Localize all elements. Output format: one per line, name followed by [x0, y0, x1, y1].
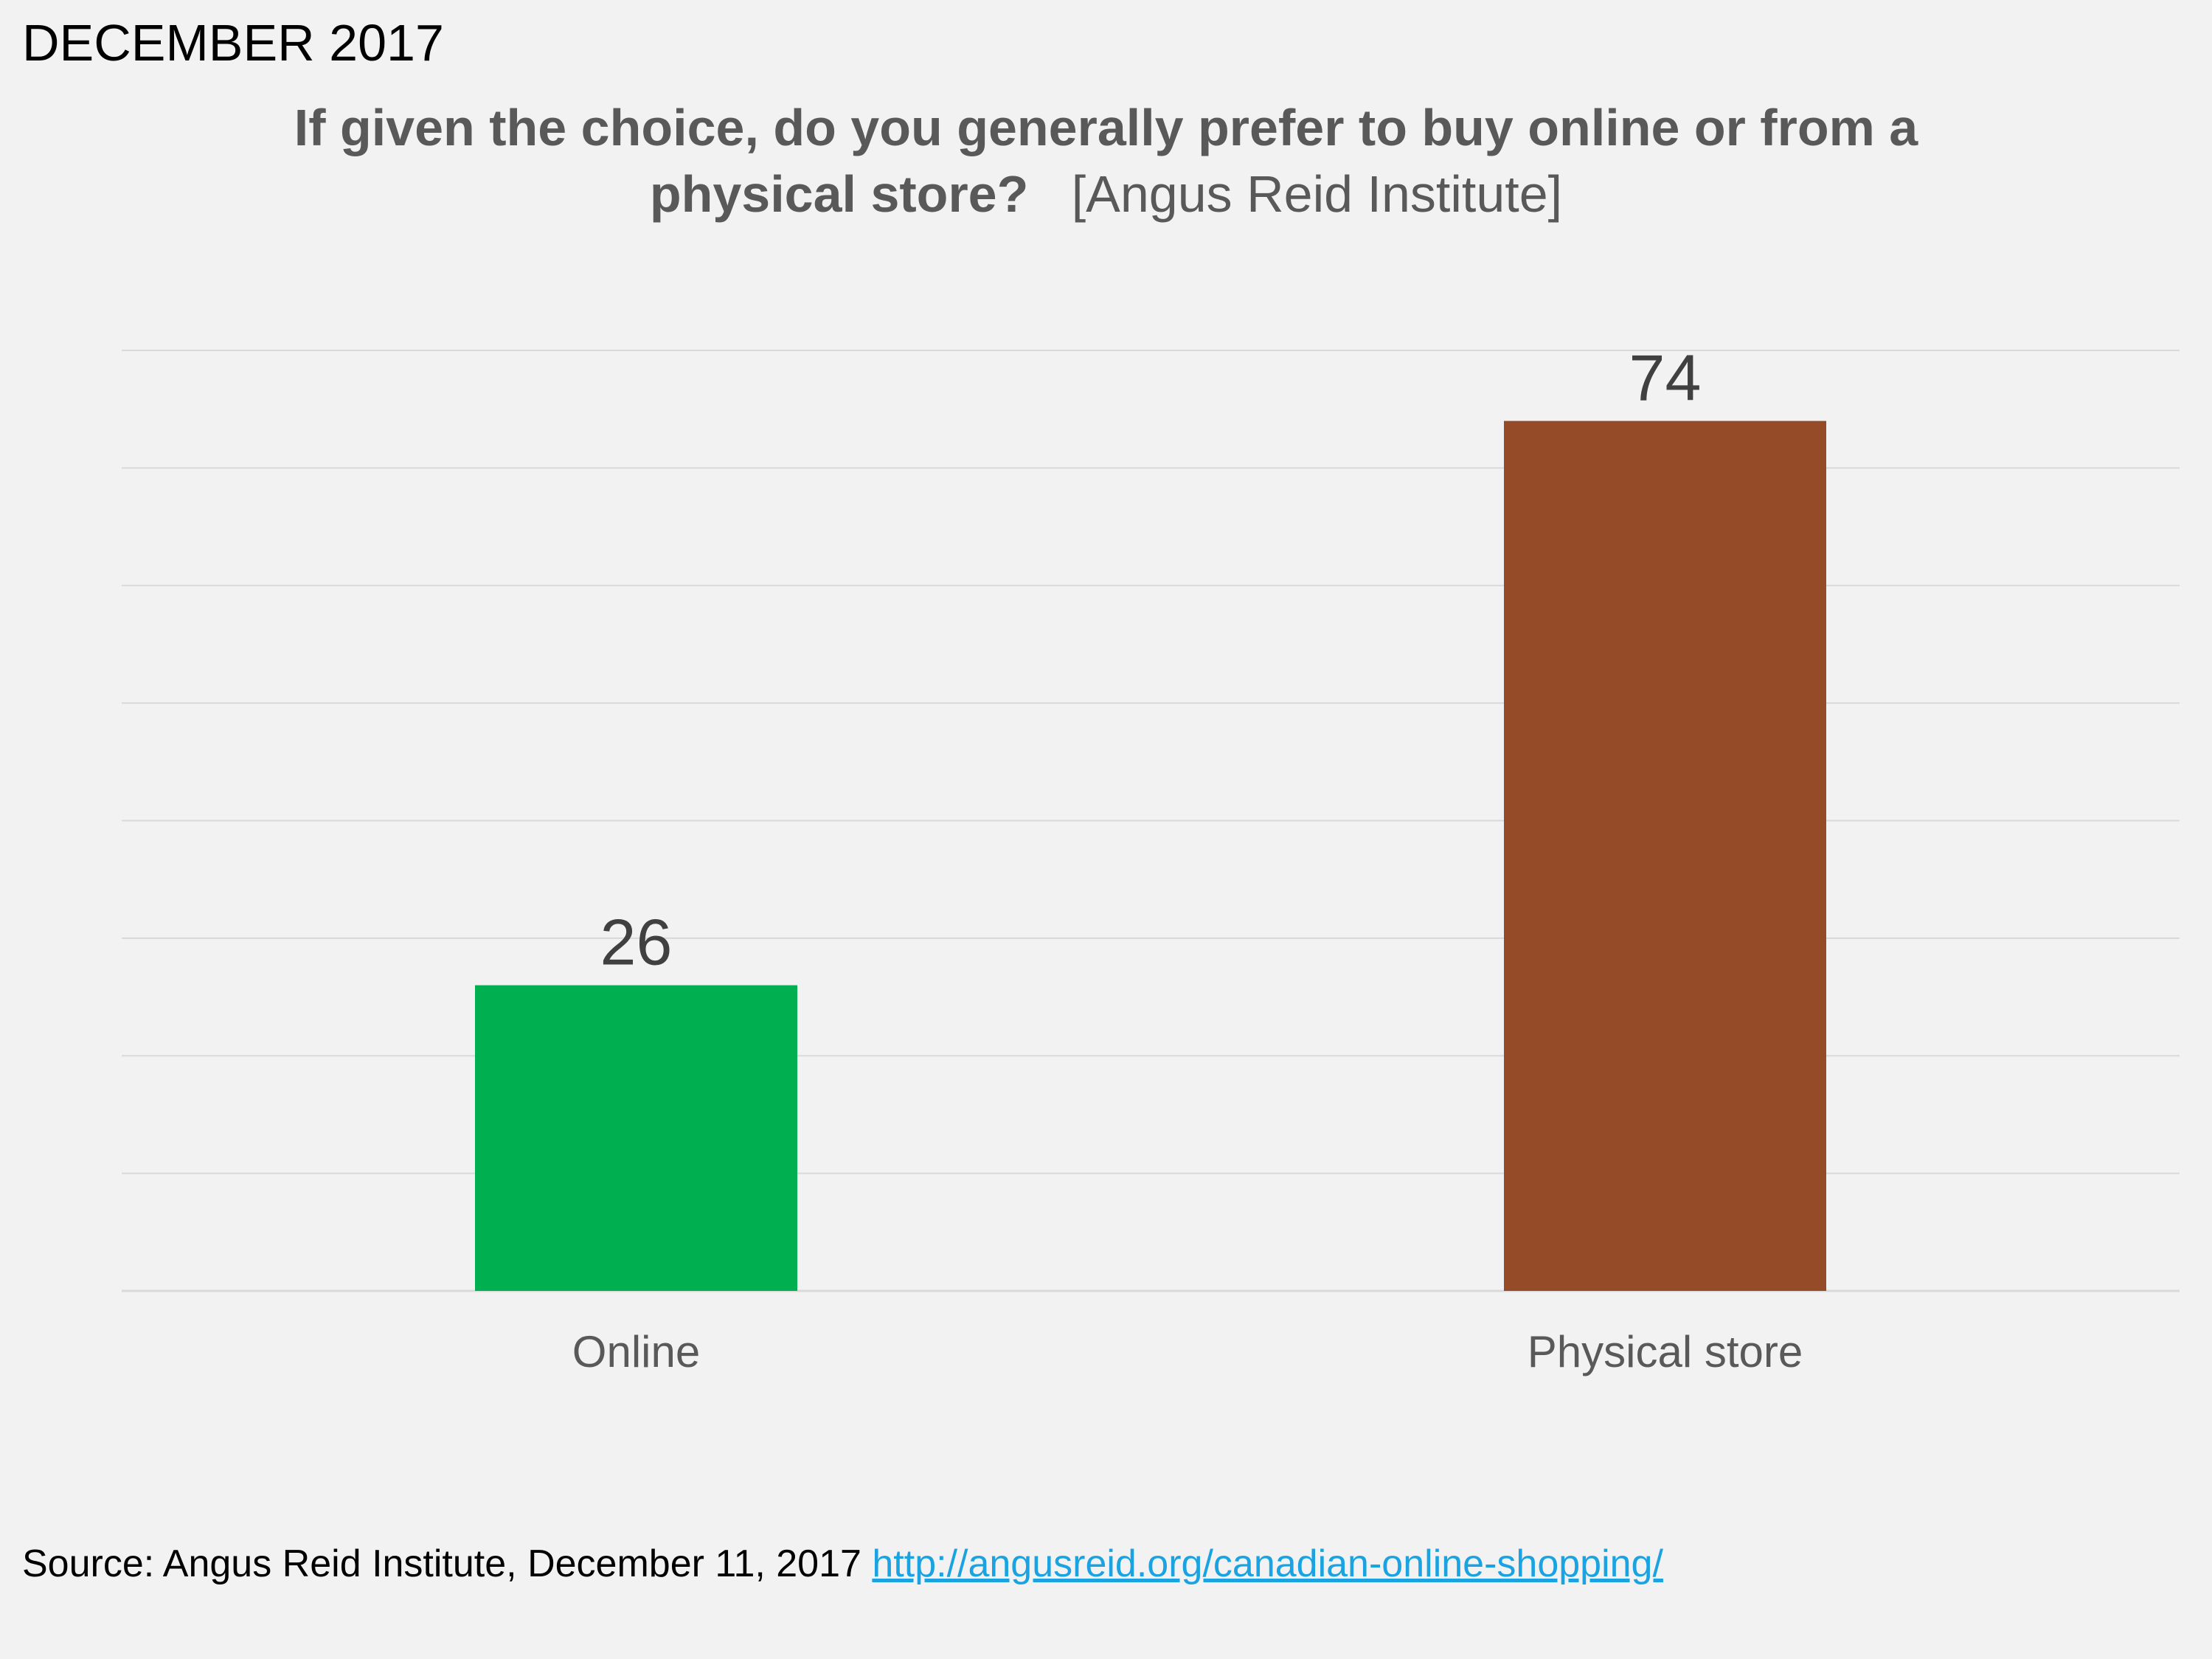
- date-stamp: DECEMBER 2017: [22, 14, 444, 72]
- chart-title-line2: physical store? [Angus Reid Institute]: [0, 161, 2212, 227]
- category-label-online: Online: [572, 1327, 700, 1376]
- source-text: Source: Angus Reid Institute, December 1…: [22, 1542, 861, 1585]
- data-label-physical-store: 74: [1629, 342, 1702, 415]
- chart-title: If given the choice, do you generally pr…: [0, 94, 2212, 227]
- chart-title-line2-bold: physical store?: [649, 165, 1029, 223]
- chart-title-source: [Angus Reid Institute]: [1071, 165, 1563, 223]
- chart-title-line1: If given the choice, do you generally pr…: [294, 99, 1918, 156]
- bar-online: [475, 985, 797, 1291]
- bar-physical-store: [1504, 420, 1826, 1291]
- source-footer: Source: Angus Reid Institute, December 1…: [22, 1542, 1663, 1586]
- data-label-online: 26: [600, 906, 673, 979]
- category-label-physical-store: Physical store: [1528, 1327, 1803, 1376]
- bar-chart: 26 Online 74 Physical store: [122, 342, 2180, 1376]
- source-link[interactable]: http://angusreid.org/canadian-online-sho…: [872, 1542, 1663, 1585]
